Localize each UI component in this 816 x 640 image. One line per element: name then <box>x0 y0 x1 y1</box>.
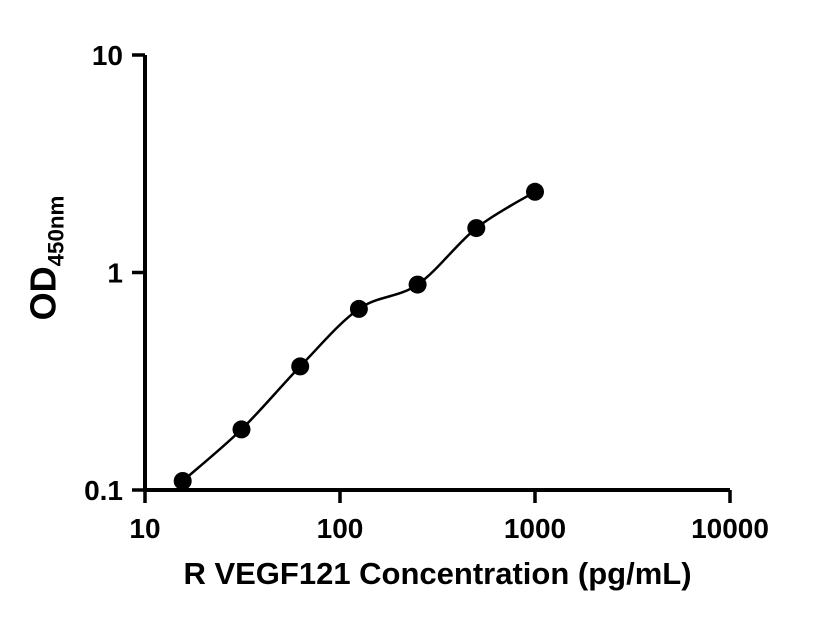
x-tick-label: 10 <box>129 513 160 544</box>
y-tick-label: 0.1 <box>84 475 123 506</box>
y-tick-label: 10 <box>92 40 123 71</box>
x-tick-label: 100 <box>317 513 364 544</box>
x-tick-label: 1000 <box>504 513 566 544</box>
fit-curve <box>181 190 536 482</box>
x-tick-label: 10000 <box>691 513 769 544</box>
data-point <box>526 182 544 201</box>
data-point <box>467 219 486 238</box>
axes-frame <box>143 55 730 492</box>
y-tick-label: 1 <box>107 257 123 288</box>
data-point <box>349 299 368 318</box>
y-axis-title: OD450nm <box>22 196 69 321</box>
y-axis-title-base: OD <box>22 266 64 321</box>
y-axis-title-subscript: 450nm <box>43 195 69 267</box>
data-point <box>232 420 251 439</box>
data-point <box>408 275 427 294</box>
x-axis-title: R VEGF121 Concentration (pg/mL) <box>183 556 692 591</box>
data-point <box>291 357 310 376</box>
data-point <box>173 472 192 490</box>
